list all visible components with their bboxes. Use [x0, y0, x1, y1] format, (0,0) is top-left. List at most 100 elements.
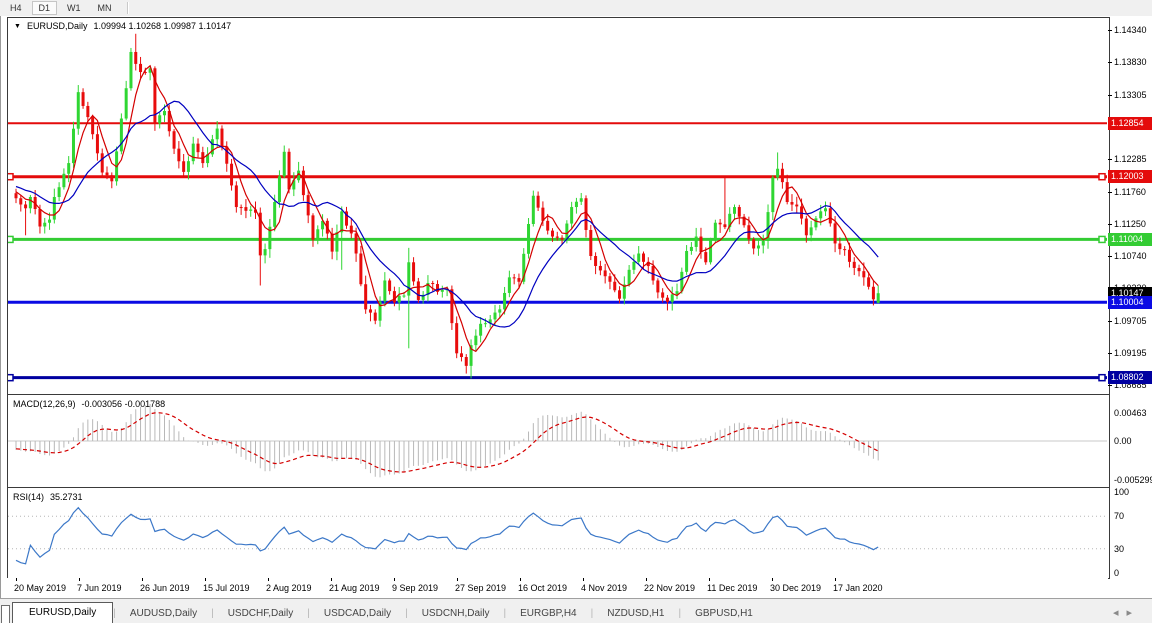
price-axis-label: 1.11250: [1114, 218, 1146, 229]
rsi-name: RSI(14): [13, 492, 45, 502]
hline-handle[interactable]: [1098, 235, 1106, 244]
rsi-axis-label: 70: [1114, 511, 1125, 522]
time-axis-label: 9 Sep 2019: [392, 583, 439, 593]
time-axis-tick: [457, 578, 458, 581]
timeframe-button-d1[interactable]: D1: [31, 1, 58, 15]
timeframe-button-mn[interactable]: MN: [97, 3, 112, 13]
price-axis-tick: [1108, 223, 1112, 225]
price-axis-tick: [1108, 385, 1112, 387]
chart-title: ▼ EURUSD,Daily 1.09994 1.10268 1.09987 1…: [14, 21, 231, 31]
candles: [14, 33, 880, 379]
rsi-plot[interactable]: [8, 506, 1107, 565]
price-axis-label: 1.09705: [1114, 315, 1147, 326]
time-axis-tick: [583, 578, 584, 581]
macd-histogram: [15, 403, 879, 478]
price-axis-label: 1.13830: [1114, 57, 1147, 68]
rsi-axis-label: 30: [1114, 543, 1125, 554]
chart-symbol-label: EURUSD,Daily: [26, 21, 88, 31]
price-pane[interactable]: [7, 17, 1110, 395]
time-axis-tick: [709, 578, 710, 581]
price-badge-1.08802: 1.08802: [1108, 371, 1152, 385]
tab-separator: |: [405, 608, 408, 619]
time-axis-tick: [331, 578, 332, 581]
price-axis-label: 1.13305: [1114, 89, 1147, 100]
tab-scroll-arrows[interactable]: ◂▸: [1112, 607, 1140, 619]
chart-tab-usdcad[interactable]: USDCAD,Daily: [323, 608, 392, 619]
rsi-line: [15, 506, 879, 565]
time-axis-label: 22 Nov 2019: [644, 583, 696, 593]
macd-values: -0.003056 -0.001788: [81, 399, 166, 409]
macd-signal-line: [15, 412, 879, 473]
price-axis-label: 1.09195: [1114, 348, 1147, 358]
time-axis-tick: [772, 578, 773, 581]
time-axis-tick: [79, 578, 80, 581]
macd-axis-label: 0.00: [1114, 436, 1132, 446]
rsi-value: 35.2731: [50, 492, 83, 502]
chart-tab-usdchf[interactable]: USDCHF,Daily: [227, 608, 294, 619]
macd-plot[interactable]: [8, 403, 1107, 478]
tabs-container: EURUSD,Daily | AUDUSD,Daily | USDCHF,Daily | U…: [10, 602, 767, 623]
hline-handle[interactable]: [1098, 373, 1106, 382]
time-axis-label: 21 Aug 2019: [329, 583, 380, 593]
rsi-axis-label: 100: [1114, 487, 1130, 497]
time-axis-label: 17 Jan 2020: [833, 583, 883, 593]
macd-axis-label: -0.005299: [1114, 475, 1152, 485]
rsi-label: RSI(14) 35.2731: [13, 492, 83, 502]
tab-separator: |: [307, 608, 310, 619]
price-axis-tick: [1108, 191, 1112, 193]
price-axis-tick: [1108, 320, 1112, 322]
tab-stub[interactable]: [1, 605, 10, 623]
chart-ohlc-values: 1.09994 1.10268 1.09987 1.10147: [93, 21, 232, 31]
timeframe-button-h4[interactable]: H4: [10, 3, 22, 13]
chart-dropdown-icon[interactable]: ▼: [14, 22, 21, 30]
tab-separator: |: [503, 608, 507, 619]
hline-handle[interactable]: [7, 373, 14, 382]
time-axis-label: 16 Oct 2019: [518, 583, 568, 593]
rsi-axis-label: 0: [1114, 568, 1120, 578]
timeframe-toolbar: H4 D1 W1 MN: [0, 0, 1152, 17]
time-axis-label: 4 Nov 2019: [581, 583, 628, 593]
hline-handle[interactable]: [1098, 172, 1106, 181]
price-axis-tick: [1108, 62, 1112, 64]
tab-separator: |: [678, 608, 682, 619]
price-axis-label: 1.14340: [1114, 25, 1147, 35]
time-axis-label: 15 Jul 2019: [203, 583, 250, 593]
chart-tab-eurgbp[interactable]: EURGBP,H4: [520, 608, 577, 619]
price-axis-label: 1.12285: [1114, 154, 1147, 164]
price-badge-1.11004: 1.11004: [1108, 232, 1152, 246]
price-axis-label: 1.08685: [1114, 380, 1147, 391]
price-axis-tick: [1108, 256, 1112, 257]
time-axis-tick: [268, 578, 269, 581]
tab-separator: |: [211, 608, 214, 619]
price-badge-1.12854: 1.12854: [1108, 116, 1152, 130]
time-axis-label: 26 Jun 2019: [140, 583, 190, 593]
price-axis-tick: [1108, 353, 1112, 354]
price-axis-label: 1.11760: [1114, 186, 1146, 197]
time-axis-tick: [394, 578, 395, 581]
chart-tab-nzdusd[interactable]: NZDUSD,H1: [607, 608, 665, 619]
time-axis[interactable]: 20 May 2019 7 Jun 2019 26 Jun 2019 15 Jul 2…: [7, 578, 1108, 598]
time-axis-label: 2 Aug 2019: [266, 583, 312, 593]
chart-tab-usdcnh[interactable]: USDCNH,Daily: [421, 608, 490, 619]
chart-canvas[interactable]: [1, 16, 1152, 598]
time-axis-tick: [142, 578, 143, 581]
chart-tab-audusd[interactable]: AUDUSD,Daily: [129, 608, 198, 619]
tab-separator: |: [590, 608, 594, 619]
timeframe-button-w1[interactable]: W1: [67, 3, 81, 13]
chart-tab-gbpusd[interactable]: GBPUSD,H1: [695, 608, 753, 619]
chart-tab-eurusd[interactable]: EURUSD,Daily: [12, 602, 114, 623]
tab-separator: |: [113, 608, 116, 619]
ma-fast-line: [15, 64, 879, 353]
price-axis-tick: [1108, 159, 1112, 160]
price-plot[interactable]: [7, 33, 1107, 382]
toolbar-separator: [126, 2, 129, 14]
macd-name: MACD(12,26,9): [13, 399, 76, 409]
hline-handle[interactable]: [7, 172, 14, 181]
time-axis-label: 20 May 2019: [14, 583, 67, 593]
time-axis-tick: [520, 578, 521, 581]
price-badge-1.12003: 1.12003: [1108, 170, 1152, 184]
hline-handle[interactable]: [7, 235, 14, 244]
price-axis-tick: [1108, 94, 1112, 96]
time-axis-tick: [205, 578, 206, 581]
